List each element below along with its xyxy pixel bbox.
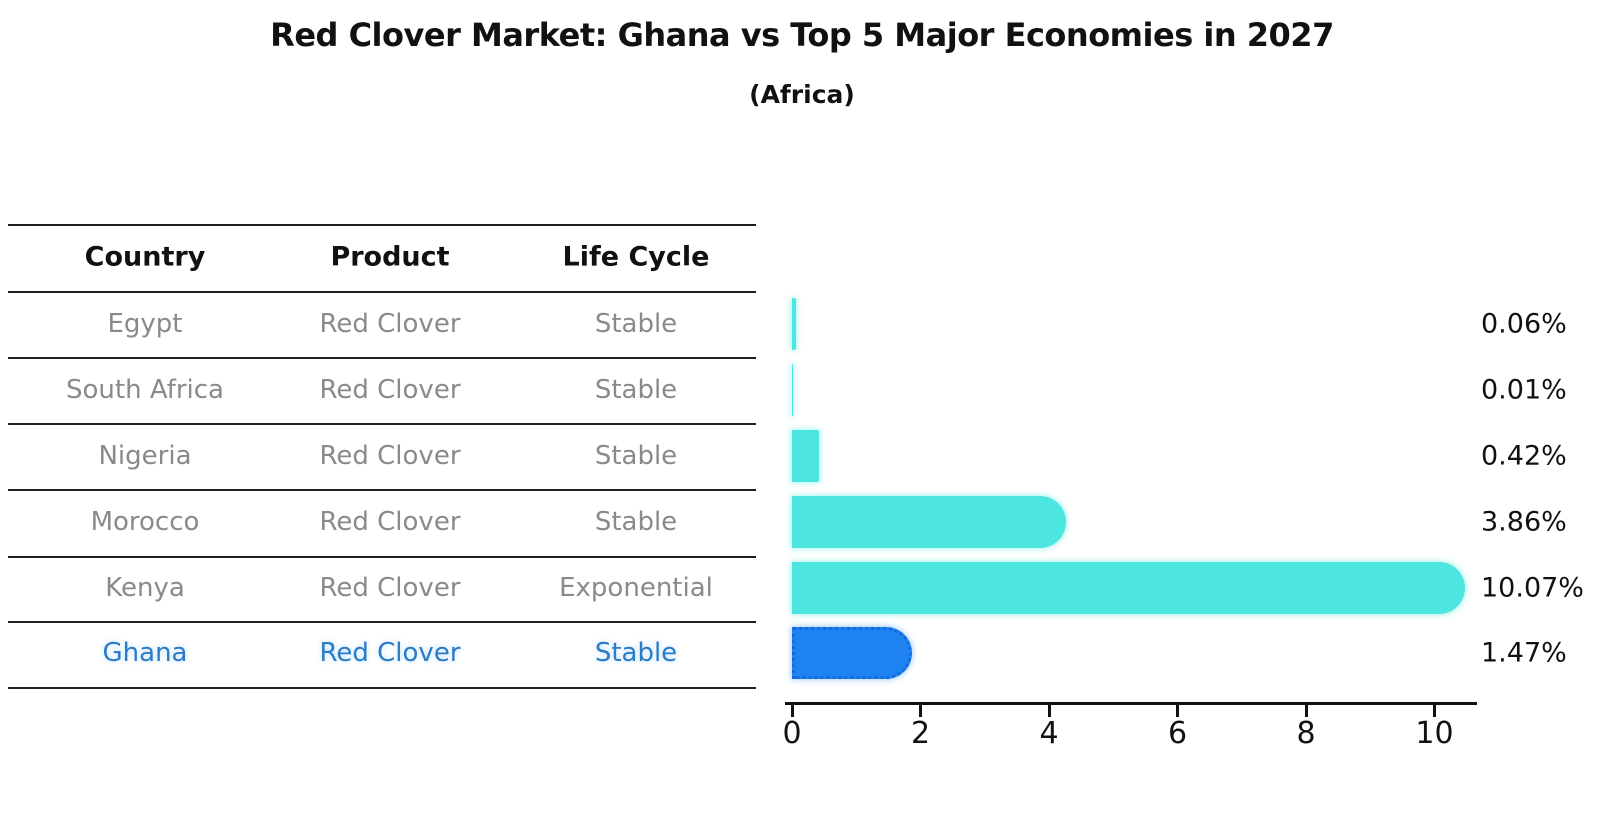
country-cell: Nigeria xyxy=(98,441,192,471)
bar xyxy=(792,496,1066,548)
x-axis-tick xyxy=(1176,704,1179,717)
product-cell: Red Clover xyxy=(319,309,461,339)
bar xyxy=(792,298,796,350)
country-cell: South Africa xyxy=(66,375,224,405)
table-rule xyxy=(8,687,756,689)
table-rule xyxy=(8,489,756,491)
x-axis-tick xyxy=(919,704,922,717)
bar-value-label: 10.07% xyxy=(1481,572,1584,604)
life-cycle-cell: Stable xyxy=(594,441,678,471)
product-cell: Red Clover xyxy=(319,375,461,405)
chart-title: Red Clover Market: Ghana vs Top 5 Major … xyxy=(270,16,1334,54)
bar-value-label: 0.01% xyxy=(1481,374,1567,406)
table-rule xyxy=(8,556,756,558)
x-axis-tick xyxy=(1304,704,1308,717)
table-rule xyxy=(8,357,756,359)
x-axis-line xyxy=(785,702,1477,705)
bar-value-label: 0.06% xyxy=(1481,308,1567,340)
country-cell: Egypt xyxy=(107,309,183,339)
table-header-life-cycle: Life Cycle xyxy=(562,241,710,273)
table-rule xyxy=(8,224,756,226)
country-cell: Ghana xyxy=(102,638,188,668)
x-axis-tick xyxy=(1433,704,1436,717)
x-axis-tick-label: 8 xyxy=(1296,716,1316,751)
bar-value-label: 0.42% xyxy=(1481,440,1567,472)
bar xyxy=(792,364,794,416)
x-axis-tick xyxy=(1047,704,1051,717)
x-axis-tick xyxy=(790,704,794,717)
life-cycle-cell: Stable xyxy=(594,507,678,537)
x-axis-tick-label: 2 xyxy=(910,716,931,751)
x-axis-tick-label: 6 xyxy=(1167,716,1188,751)
life-cycle-cell: Stable xyxy=(594,375,678,405)
table-rule xyxy=(8,621,756,623)
table-rule xyxy=(8,423,756,425)
country-cell: Kenya xyxy=(105,573,185,603)
table-header-country: Country xyxy=(84,241,206,273)
bar xyxy=(792,562,1465,614)
product-cell: Red Clover xyxy=(319,441,461,471)
x-axis-tick-label: 10 xyxy=(1415,716,1454,751)
life-cycle-cell: Exponential xyxy=(559,573,713,603)
life-cycle-cell: Stable xyxy=(594,309,678,339)
bar-highlight xyxy=(792,627,913,679)
table-rule xyxy=(8,291,756,293)
table-header-product: Product xyxy=(330,241,450,273)
bar-value-label: 3.86% xyxy=(1481,506,1567,538)
product-cell: Red Clover xyxy=(319,638,461,668)
chart-subtitle: (Africa) xyxy=(749,80,855,109)
bar-value-label: 1.47% xyxy=(1481,637,1567,669)
country-cell: Morocco xyxy=(90,507,200,537)
bar xyxy=(792,430,819,482)
life-cycle-cell: Stable xyxy=(594,638,678,668)
product-cell: Red Clover xyxy=(319,507,461,537)
product-cell: Red Clover xyxy=(319,573,461,603)
x-axis-tick-label: 0 xyxy=(782,716,802,751)
x-axis-tick-label: 4 xyxy=(1039,716,1059,751)
